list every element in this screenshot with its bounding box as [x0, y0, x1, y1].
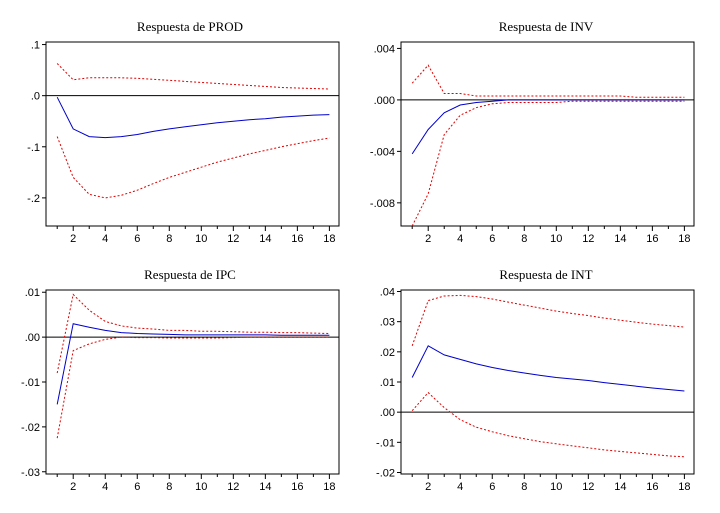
x-tick-label: 6: [489, 481, 495, 493]
x-tick-label: 16: [291, 481, 303, 493]
x-tick-label: 4: [102, 481, 108, 493]
y-tick-label: -.004: [370, 146, 395, 158]
x-tick-label: 2: [70, 233, 76, 245]
x-tick-label: 14: [614, 481, 626, 493]
x-tick-label: 12: [227, 481, 239, 493]
y-tick-label: .00: [380, 407, 395, 419]
panel-int: Respuesta de INT .04 .03 .02 .01 .00 -.01 -.02…: [376, 267, 695, 493]
x-tick-label: 18: [323, 481, 335, 493]
panel-ipc: Respuesta de IPC .01 .00 -.01 -.02 -.03 2 4 6 8 1…: [21, 267, 340, 493]
panel-inv: Respuesta de INV .004 .000 -.004 -.008 2 4 6 8 1…: [370, 19, 695, 245]
y-tick-label: -.008: [370, 198, 395, 210]
x-tick-label: 12: [582, 233, 594, 245]
x-tick-label: 8: [166, 481, 172, 493]
panel-title: Respuesta de INT: [499, 267, 592, 282]
x-tick-label: 14: [614, 233, 626, 245]
series-line-lower: [411, 100, 685, 227]
plot-frame: [400, 41, 695, 227]
x-tick-label: 10: [195, 481, 207, 493]
y-tick-label: .0: [31, 91, 40, 103]
y-tick-label: .004: [374, 43, 395, 55]
x-tick-label: 2: [425, 233, 431, 245]
y-tick-label: -.2: [27, 193, 40, 205]
panel-title: Respuesta de INV: [499, 19, 594, 34]
x-tick-label: 4: [102, 233, 108, 245]
series-line-lower: [56, 336, 330, 439]
y-tick-label: .01: [380, 377, 395, 389]
series-line-response: [56, 96, 330, 139]
y-tick-label: .04: [380, 287, 395, 299]
x-tick-label: 6: [134, 233, 140, 245]
panel-title: Respuesta de IPC: [144, 267, 236, 282]
y-tick-label: .00: [25, 332, 40, 344]
y-tick-label: -.1: [27, 142, 40, 154]
series-line-response: [411, 99, 685, 155]
y-tick-label: .000: [374, 95, 395, 107]
series-line-upper: [56, 63, 330, 90]
y-tick-label: .03: [380, 317, 395, 329]
series-line-response: [56, 323, 330, 405]
x-tick-label: 14: [259, 481, 271, 493]
y-tick-label: .02: [380, 347, 395, 359]
x-tick-label: 6: [134, 481, 140, 493]
series-line-response: [411, 345, 685, 392]
y-tick-label: .01: [25, 287, 40, 299]
series-line-upper: [411, 64, 685, 98]
x-tick-label: 4: [457, 481, 463, 493]
panel-title: Respuesta de PROD: [137, 19, 243, 34]
y-tick-label: -.02: [21, 422, 40, 434]
y-tick-label: -.01: [21, 377, 40, 389]
panel-prod: Respuesta de PROD .1 .0 -.1 -.2 2 4 6 8 10 12 14 16…: [27, 19, 340, 245]
y-tick-label: -.03: [21, 467, 40, 479]
x-tick-label: 18: [323, 233, 335, 245]
x-tick-label: 16: [646, 481, 658, 493]
x-tick-label: 12: [227, 233, 239, 245]
y-tick-label: .1: [31, 40, 40, 52]
x-tick-label: 8: [166, 233, 172, 245]
x-tick-label: 10: [550, 481, 562, 493]
series-line-upper: [56, 293, 330, 374]
x-tick-label: 10: [550, 233, 562, 245]
plot-frame: [45, 289, 340, 475]
series-line-lower: [411, 391, 685, 458]
x-tick-label: 10: [195, 233, 207, 245]
x-tick-label: 16: [291, 233, 303, 245]
y-tick-label: -.01: [376, 437, 395, 449]
x-tick-label: 18: [678, 233, 690, 245]
x-tick-label: 2: [425, 481, 431, 493]
x-tick-label: 16: [646, 233, 658, 245]
plot-frame: [45, 41, 340, 227]
x-tick-label: 2: [70, 481, 76, 493]
x-tick-label: 18: [678, 481, 690, 493]
series-line-lower: [56, 136, 330, 199]
x-tick-label: 4: [457, 233, 463, 245]
x-tick-label: 12: [582, 481, 594, 493]
x-tick-label: 14: [259, 233, 271, 245]
plot-frame: [400, 289, 695, 475]
x-tick-label: 6: [489, 233, 495, 245]
series-line-upper: [411, 294, 685, 346]
x-tick-label: 8: [521, 481, 527, 493]
y-tick-label: -.02: [376, 467, 395, 479]
x-tick-label: 8: [521, 233, 527, 245]
